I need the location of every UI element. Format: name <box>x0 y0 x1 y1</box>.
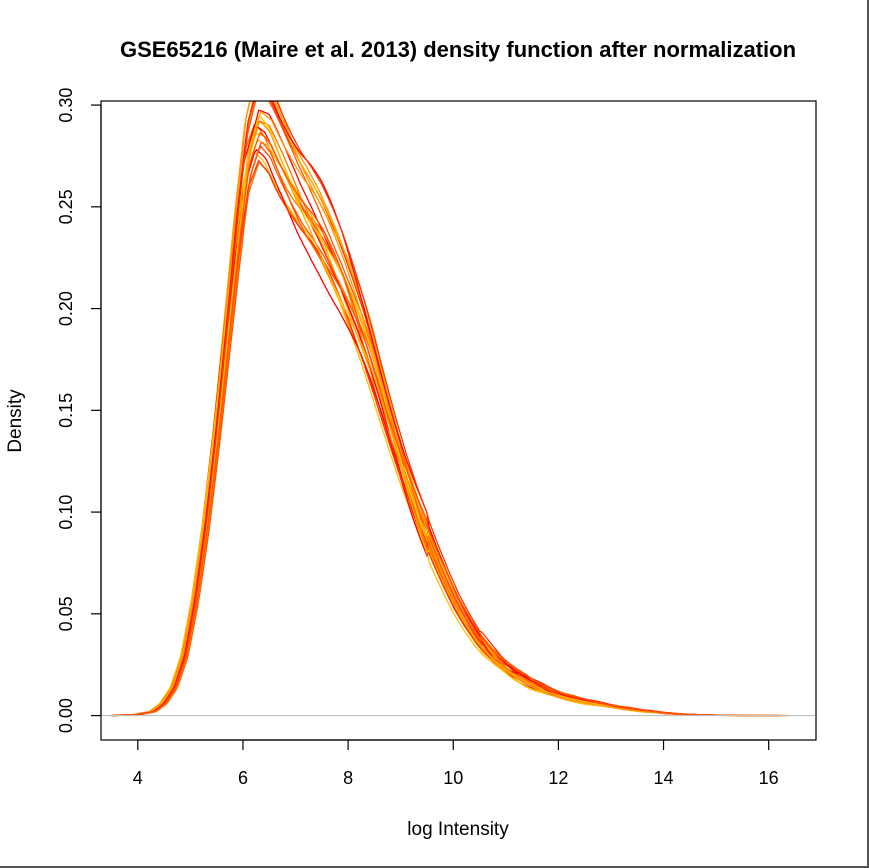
density-curve <box>111 115 760 717</box>
density-curve <box>111 109 779 717</box>
x-axis: 4 6 8 10 12 14 16 <box>133 739 779 788</box>
x-tick-label: 16 <box>759 768 779 788</box>
density-curve <box>111 139 718 717</box>
density-curve <box>111 120 718 717</box>
x-tick-label: 8 <box>343 768 353 788</box>
density-curve <box>111 123 741 717</box>
density-curve <box>111 131 762 717</box>
x-tick-label: 4 <box>133 768 143 788</box>
density-curve <box>111 162 764 717</box>
x-axis-label: log Intensity <box>407 819 509 840</box>
density-curve <box>111 120 783 717</box>
density-curves <box>111 101 789 717</box>
x-tick-label: 6 <box>238 768 248 788</box>
density-curve <box>111 101 720 717</box>
x-tick-label: 14 <box>654 768 674 788</box>
density-curve <box>111 120 703 717</box>
density-curve <box>111 101 747 717</box>
density-curve <box>111 159 722 717</box>
density-curve <box>111 101 789 717</box>
density-curve <box>111 101 768 717</box>
density-curve <box>111 150 772 717</box>
density-curve <box>111 101 781 717</box>
y-tick-label: 0.30 <box>56 88 76 123</box>
y-tick-label: 0.20 <box>56 291 76 326</box>
y-tick-label: 0.25 <box>56 189 76 224</box>
chart-title: GSE65216 (Maire et al. 2013) density fun… <box>120 37 796 62</box>
y-axis-label: Density <box>5 389 26 453</box>
y-axis: 0.00 0.05 0.10 0.15 0.20 0.25 0.30 <box>56 88 102 733</box>
x-tick-label: 10 <box>443 768 463 788</box>
density-curve <box>111 123 722 717</box>
y-tick-label: 0.00 <box>56 698 76 733</box>
y-tick-label: 0.15 <box>56 393 76 428</box>
density-curve <box>111 101 756 717</box>
density-curve <box>111 101 707 717</box>
y-tick-label: 0.10 <box>56 495 76 530</box>
y-tick-label: 0.05 <box>56 596 76 631</box>
density-curve <box>111 110 701 717</box>
density-curve <box>111 142 705 717</box>
plot-area-border <box>100 100 817 741</box>
x-tick-label: 12 <box>548 768 568 788</box>
density-curve <box>111 148 709 717</box>
density-curve <box>111 132 781 717</box>
